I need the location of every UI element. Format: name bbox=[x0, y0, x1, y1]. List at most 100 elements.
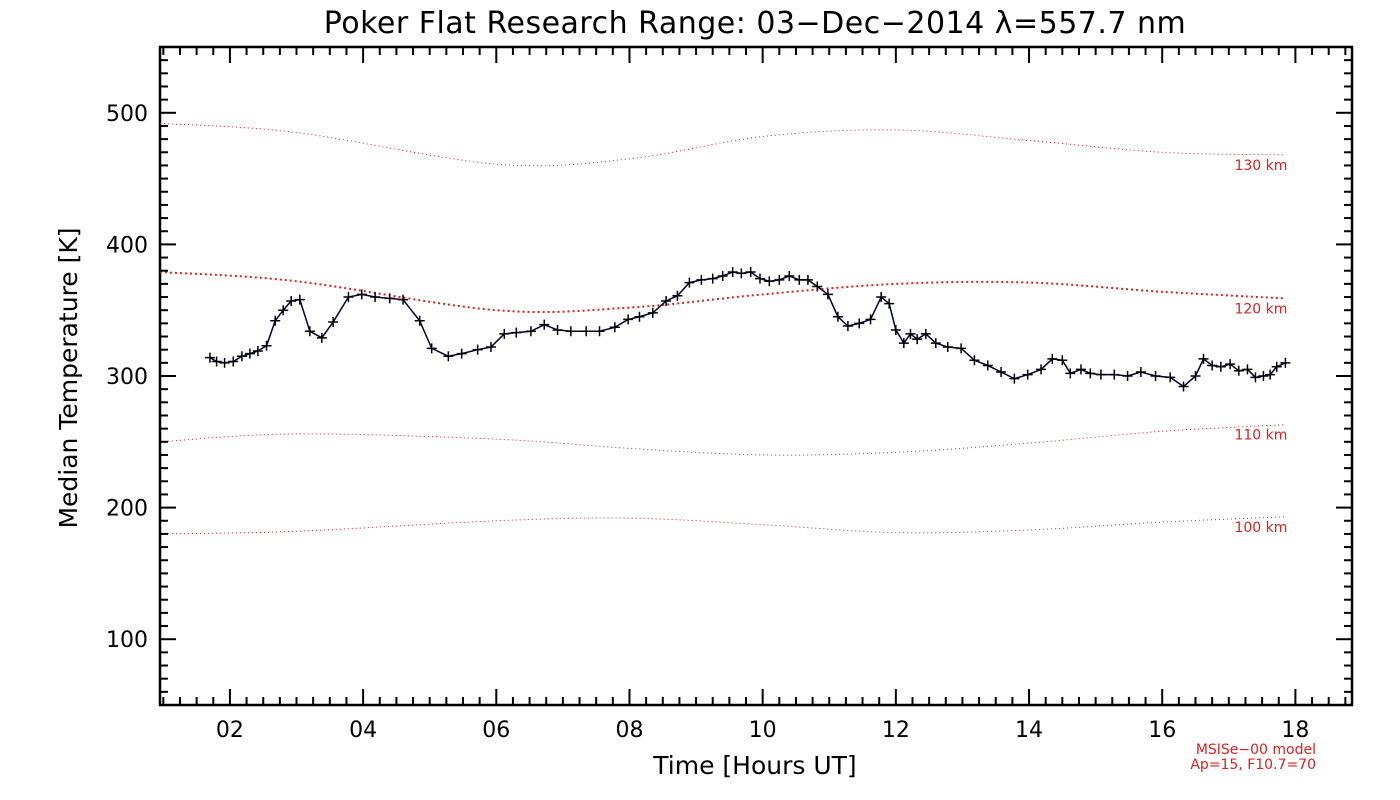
data-point bbox=[784, 270, 795, 281]
data-point bbox=[211, 356, 222, 367]
data-point bbox=[426, 343, 437, 354]
data-point bbox=[842, 320, 853, 331]
data-point bbox=[865, 314, 876, 325]
data-point bbox=[228, 356, 239, 367]
model-note-line2: Ap=15, F10.7=70 bbox=[1190, 757, 1316, 773]
x-tick-label: 06 bbox=[482, 718, 510, 743]
model-curves: 130 km 120 km 110 km 100 km bbox=[159, 122, 1287, 536]
data-point bbox=[499, 328, 510, 339]
y-tick-label: 500 bbox=[106, 102, 148, 127]
data-point bbox=[802, 274, 813, 285]
data-point bbox=[485, 342, 496, 353]
data-point bbox=[672, 290, 683, 301]
data-point bbox=[1178, 381, 1189, 392]
data-point bbox=[745, 267, 756, 278]
data-point bbox=[774, 274, 785, 285]
data-point bbox=[511, 327, 522, 338]
data-point bbox=[1165, 372, 1176, 383]
data-point bbox=[1198, 353, 1209, 364]
model-curve bbox=[159, 271, 1286, 314]
y-tick-label: 100 bbox=[106, 628, 148, 653]
data-point bbox=[754, 273, 765, 284]
data-point bbox=[794, 274, 805, 285]
plot-frame bbox=[158, 45, 1354, 707]
data-point bbox=[304, 326, 315, 337]
data-point bbox=[1135, 367, 1146, 378]
data-point bbox=[684, 277, 695, 288]
model-curve-label: 120 km bbox=[1234, 301, 1287, 317]
data-point bbox=[717, 270, 728, 281]
y-tick-label: 200 bbox=[106, 497, 148, 522]
x-tick-label: 02 bbox=[216, 718, 244, 743]
data-point bbox=[316, 332, 327, 343]
x-tick-label: 16 bbox=[1148, 718, 1176, 743]
data-point bbox=[552, 324, 563, 335]
data-point bbox=[1265, 369, 1276, 380]
data-point bbox=[1258, 371, 1269, 381]
model-curve bbox=[159, 424, 1286, 456]
data-point bbox=[969, 355, 980, 366]
y-tick-label: 400 bbox=[106, 233, 148, 258]
data-point bbox=[1271, 361, 1282, 372]
y-axis-label: Median Temperature [K] bbox=[54, 227, 83, 528]
data-point bbox=[328, 317, 339, 328]
data-point bbox=[294, 294, 305, 305]
data-point bbox=[942, 342, 953, 353]
data-point bbox=[1109, 369, 1120, 380]
data-point bbox=[647, 307, 658, 318]
model-curve bbox=[159, 516, 1286, 535]
data-point bbox=[204, 352, 215, 363]
data-point bbox=[1009, 373, 1020, 384]
data-point bbox=[764, 276, 775, 287]
data-point bbox=[286, 295, 297, 306]
data-point bbox=[1280, 357, 1291, 368]
data-point bbox=[876, 292, 887, 303]
series-line bbox=[209, 271, 1286, 388]
data-point bbox=[996, 367, 1007, 378]
data-point bbox=[1150, 371, 1161, 381]
data-point bbox=[898, 338, 909, 349]
data-point bbox=[356, 289, 367, 300]
data-point bbox=[1047, 353, 1058, 364]
data-point bbox=[920, 328, 931, 339]
axis-ticks: 02 04 06 08 10 12 14 16 18 100 200 300 400 500 bbox=[106, 46, 1352, 743]
data-point bbox=[905, 328, 916, 339]
data-point bbox=[727, 267, 738, 278]
data-point bbox=[1036, 364, 1047, 375]
data-point bbox=[1057, 355, 1068, 366]
data-point bbox=[822, 289, 833, 300]
data-point bbox=[539, 319, 550, 330]
data-point bbox=[982, 360, 993, 371]
data-point bbox=[219, 357, 230, 368]
data-point bbox=[707, 273, 718, 284]
model-curve bbox=[159, 122, 1286, 167]
data-point bbox=[343, 292, 354, 303]
data-point bbox=[384, 293, 395, 304]
data-point bbox=[261, 340, 272, 351]
data-point bbox=[736, 268, 747, 279]
model-curve-label: 100 km bbox=[1234, 520, 1287, 536]
data-point bbox=[1095, 369, 1106, 380]
data-point bbox=[890, 324, 901, 335]
data-point bbox=[956, 343, 967, 354]
y-tick-label: 300 bbox=[106, 365, 148, 390]
model-curve-label: 130 km bbox=[1234, 158, 1287, 174]
data-point bbox=[634, 311, 645, 322]
data-point bbox=[661, 295, 672, 306]
data-point bbox=[244, 348, 255, 359]
data-point bbox=[1250, 372, 1261, 383]
chart-title: Poker Flat Research Range: 03−Dec−2014 λ… bbox=[324, 6, 1187, 41]
data-point bbox=[594, 326, 605, 337]
data-point bbox=[1225, 359, 1236, 370]
data-point bbox=[812, 281, 823, 292]
data-point bbox=[270, 315, 281, 326]
data-point bbox=[912, 334, 923, 345]
data-point bbox=[884, 298, 895, 309]
data-point bbox=[525, 326, 536, 337]
data-point bbox=[236, 351, 247, 362]
data-point bbox=[252, 345, 263, 356]
data-point bbox=[1233, 365, 1244, 376]
data-point bbox=[1242, 364, 1253, 375]
data-point bbox=[930, 338, 941, 349]
x-tick-label: 12 bbox=[882, 718, 910, 743]
